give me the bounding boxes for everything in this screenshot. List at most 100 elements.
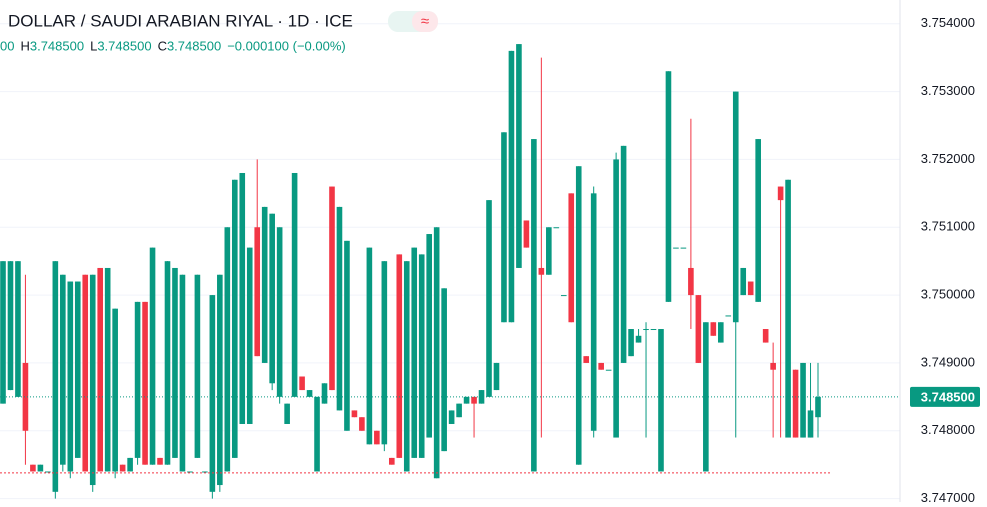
candle-body — [605, 369, 612, 371]
candle-body — [389, 457, 395, 465]
y-tick-label: 3.747000 — [921, 490, 975, 502]
candle-body — [374, 430, 380, 445]
candle-body — [732, 91, 739, 323]
candle-body — [471, 396, 477, 404]
candle-body — [762, 329, 769, 343]
candle-body — [306, 390, 313, 397]
y-tick-label: 3.754000 — [921, 15, 975, 30]
ohlc-legend-item: 3.748500 — [97, 38, 151, 53]
candle-body — [523, 220, 530, 248]
ohlc-legend-item: 00 — [0, 38, 14, 53]
candle-body — [680, 247, 687, 249]
candle-body — [15, 261, 21, 397]
candle-body — [740, 267, 747, 296]
candle-body — [575, 166, 582, 465]
candle-body — [717, 322, 724, 343]
candle-body — [179, 274, 186, 472]
candle-body — [448, 410, 455, 424]
candle-body — [777, 186, 784, 201]
candle-body — [583, 356, 590, 363]
candle-body — [344, 240, 350, 431]
ohlc-legend-item: H — [20, 38, 29, 53]
candle-body — [560, 295, 567, 297]
candle-body — [792, 369, 799, 438]
candle-body — [284, 403, 290, 424]
candle-body — [613, 159, 619, 438]
candle-body — [620, 145, 627, 363]
candle-body — [134, 301, 141, 458]
candle-body — [381, 261, 388, 445]
candle-body — [269, 213, 275, 384]
candle-body — [217, 274, 223, 486]
candle-body — [658, 329, 664, 472]
candle-body — [231, 179, 238, 458]
candle-body — [598, 362, 604, 370]
candle-body — [403, 261, 410, 472]
candle-body — [553, 227, 560, 229]
candle-body — [807, 410, 814, 438]
candle-body — [119, 464, 126, 472]
candle-body — [673, 247, 679, 249]
last-price-label: 3.748500 — [921, 389, 975, 404]
candle-body — [747, 281, 754, 296]
candle-body — [725, 315, 732, 317]
plot-area — [0, 23, 900, 500]
candle-body — [411, 247, 418, 458]
candle-body — [590, 193, 597, 431]
candle-body — [815, 396, 821, 418]
candle-body — [187, 471, 193, 473]
candle-body — [336, 206, 343, 411]
candle-body — [321, 383, 328, 404]
candle-body — [426, 234, 432, 438]
candle-body — [209, 295, 216, 492]
candle-body — [291, 172, 298, 397]
candle-body — [770, 362, 776, 370]
y-tick-label: 3.748000 — [921, 422, 975, 437]
candle-body — [396, 254, 403, 458]
candle-body — [516, 44, 522, 268]
candle-body — [688, 267, 694, 296]
ohlc-legend: 00 H 3.748500 L 3.748500 C 3.748500 −0.000100 (… — [0, 38, 346, 53]
candle-body — [418, 254, 425, 458]
delay-badge — [412, 11, 438, 32]
ohlc-legend-item: 3.748500 — [167, 38, 221, 53]
candle-body — [538, 267, 545, 275]
y-tick-label: 3.752000 — [921, 151, 975, 166]
candle-body — [157, 457, 163, 465]
candle-body — [89, 274, 96, 486]
ohlc-legend-item: 3.748500 — [30, 38, 84, 53]
candle-body — [239, 172, 246, 424]
candle-body — [202, 471, 208, 473]
candle-body — [478, 390, 485, 404]
candle-body — [37, 464, 44, 472]
candle-body — [508, 50, 515, 323]
candle-body — [254, 227, 261, 357]
candle-body — [531, 139, 537, 472]
candle-body — [643, 329, 649, 331]
candle-body — [22, 362, 29, 431]
candle-body — [486, 200, 492, 397]
candle-body — [60, 274, 66, 465]
candle-body — [246, 247, 253, 424]
ohlc-legend-item: −0.000100 (−0.00%) — [227, 38, 346, 53]
candle-body — [546, 227, 552, 275]
candle-body — [359, 417, 365, 431]
candle-body — [149, 247, 156, 465]
candle-body — [97, 267, 104, 472]
delay-icon: ≈ — [421, 13, 429, 30]
candle-body — [261, 206, 268, 363]
y-tick-label: 3.753000 — [921, 83, 975, 98]
candle-body — [441, 288, 447, 452]
candle-body — [104, 267, 111, 472]
candle-body — [329, 186, 335, 391]
candle-body — [501, 132, 507, 323]
y-tick-label: 3.750000 — [921, 287, 975, 302]
candle-body — [710, 322, 717, 336]
candle-body — [142, 301, 148, 465]
candle-body — [314, 396, 320, 472]
candle-body — [172, 267, 178, 458]
candle-body — [351, 410, 358, 418]
candle-body — [650, 329, 657, 331]
candle-body — [628, 329, 634, 357]
